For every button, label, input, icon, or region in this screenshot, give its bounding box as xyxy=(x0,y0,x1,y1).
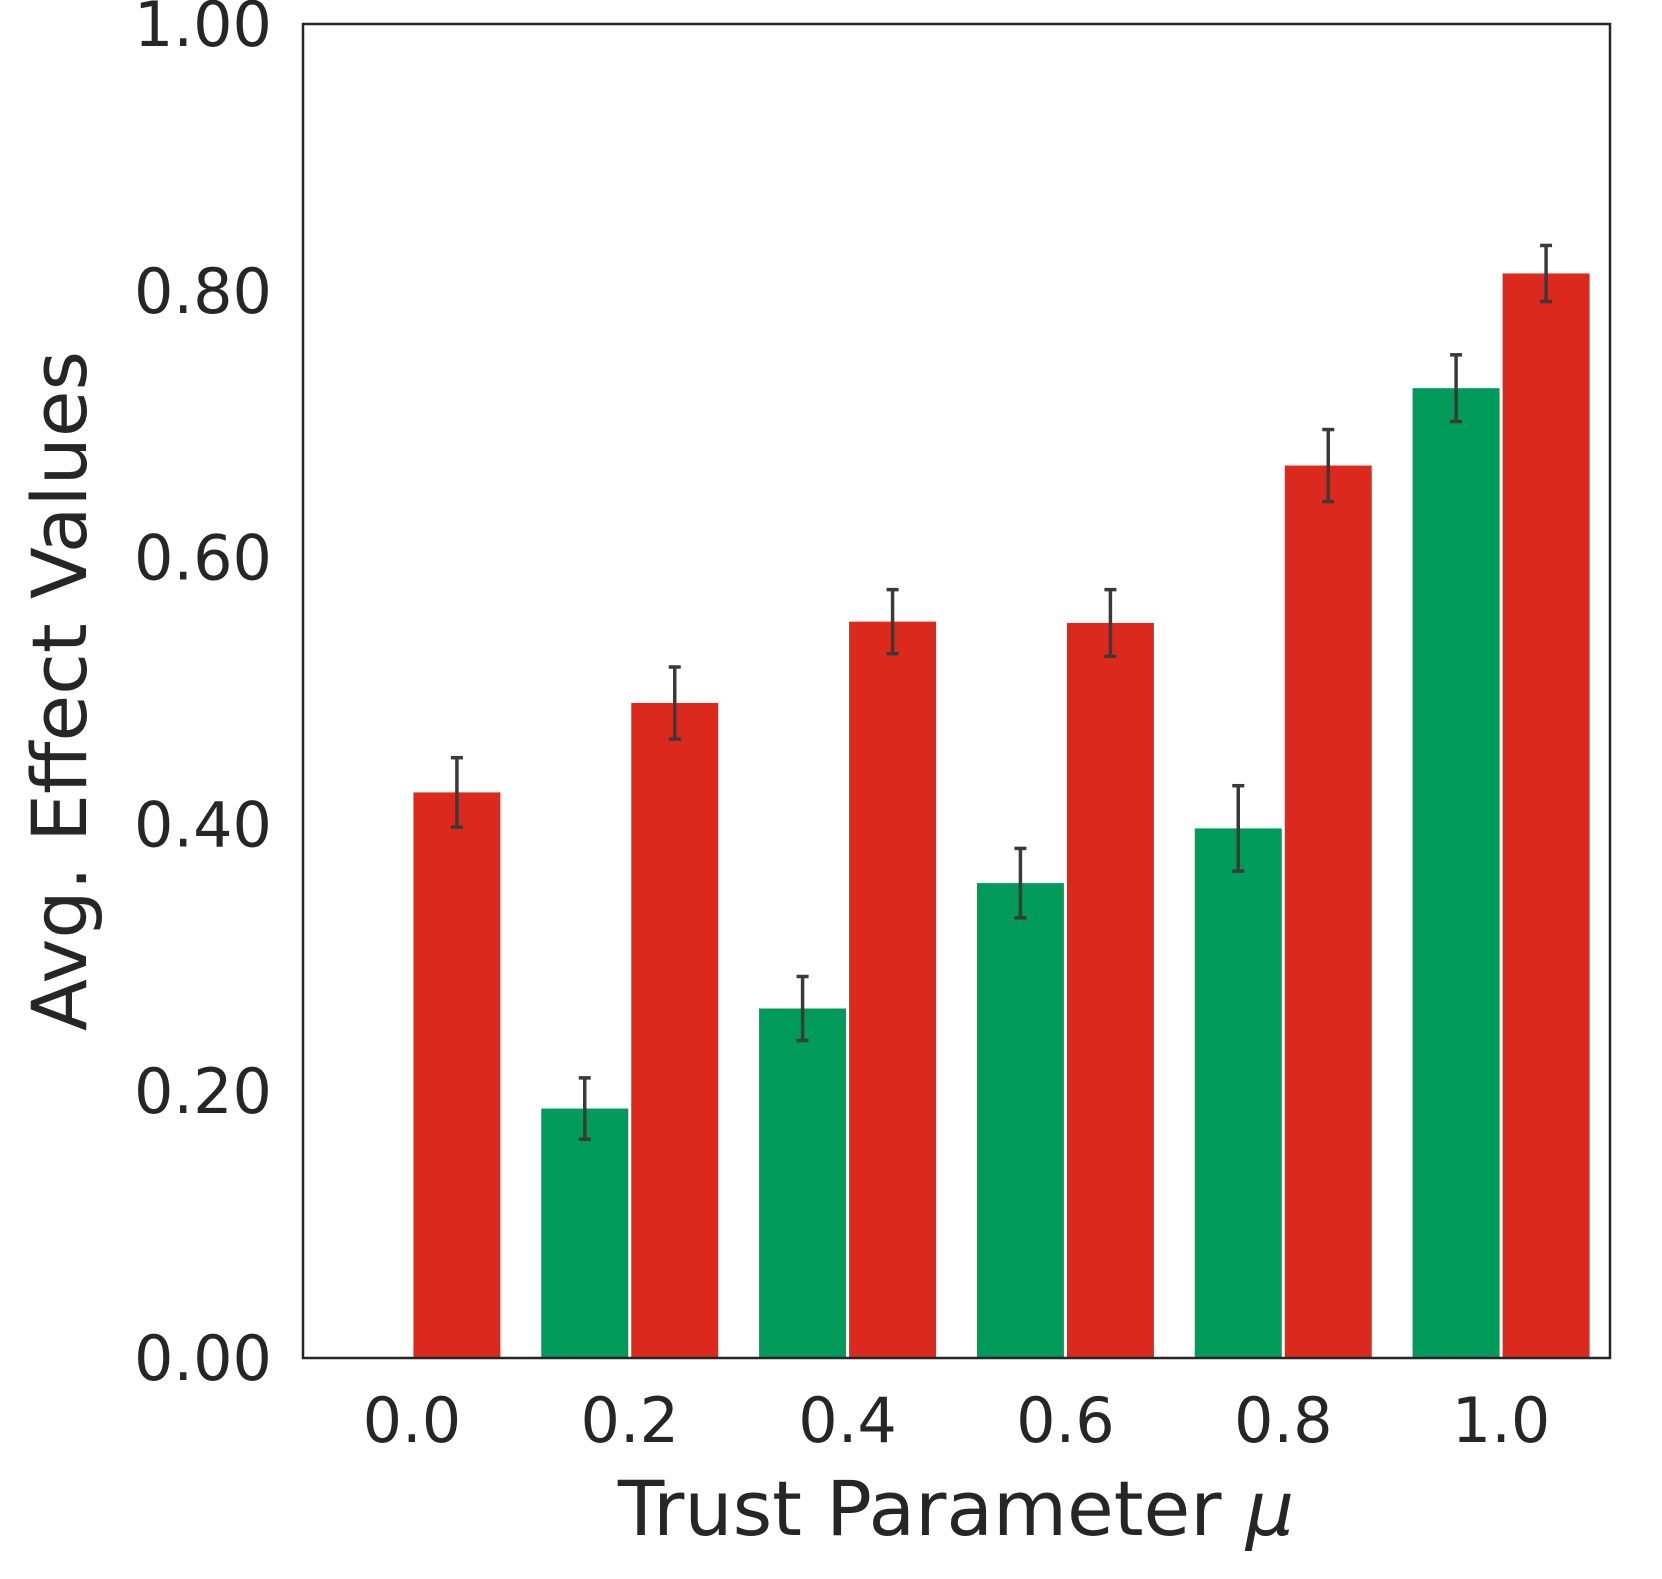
x-axis-label: Trust Parameter μ xyxy=(617,1464,1294,1553)
error-bar-series1-1.0 xyxy=(1450,353,1463,424)
y-axis-label: Avg. Effect Values xyxy=(15,351,104,1031)
error-bar-series2-0.4 xyxy=(886,587,899,656)
error-bars-layer xyxy=(450,243,1553,1141)
bar-series2-0.8 xyxy=(1284,465,1372,1359)
bar-series1-0.4 xyxy=(759,1008,847,1358)
y-tick-label: 0.80 xyxy=(134,255,272,328)
x-tick-label: 0.0 xyxy=(363,1384,462,1457)
bar-series2-0.4 xyxy=(849,621,937,1358)
x-axis-label-symbol: μ xyxy=(1245,1464,1294,1553)
error-bar-series2-0.6 xyxy=(1104,587,1117,659)
y-tick-label: 1.00 xyxy=(134,0,272,61)
x-tick-label: 0.6 xyxy=(1016,1384,1115,1457)
x-axis-ticks: 0.0 0.2 0.4 0.6 0.8 1.0 xyxy=(363,1384,1551,1457)
bar-series1-0.6 xyxy=(976,883,1064,1358)
x-tick-label: 0.4 xyxy=(798,1384,897,1457)
error-bar-series1-0.8 xyxy=(1232,783,1245,873)
bar-series2-1.0 xyxy=(1502,273,1590,1358)
bar-series1-0.2 xyxy=(541,1108,629,1358)
error-bar-series2-0.2 xyxy=(668,665,681,741)
error-bar-series1-0.2 xyxy=(578,1076,591,1141)
bar-series1-0.8 xyxy=(1194,828,1282,1358)
bar-series2-0.2 xyxy=(631,703,719,1358)
error-bar-series1-0.4 xyxy=(796,974,809,1043)
bar-series1-1.0 xyxy=(1412,388,1500,1358)
error-bar-series1-0.6 xyxy=(1014,846,1027,920)
error-bar-series2-0.8 xyxy=(1322,427,1335,504)
y-tick-label: 0.40 xyxy=(134,788,272,861)
plot-frame xyxy=(301,22,1612,1360)
y-tick-label: 0.60 xyxy=(134,522,272,595)
y-axis-ticks: 0.00 0.20 0.40 0.60 0.80 1.00 xyxy=(134,0,272,1395)
bar-series2-0.0 xyxy=(413,792,501,1358)
bars-layer xyxy=(413,273,1590,1359)
bar-series2-0.6 xyxy=(1066,622,1154,1358)
y-tick-label: 0.00 xyxy=(134,1322,272,1395)
error-bar-series2-1.0 xyxy=(1540,243,1553,304)
x-tick-label: 1.0 xyxy=(1452,1384,1551,1457)
x-axis-label-text: Trust Parameter xyxy=(617,1464,1222,1553)
x-tick-label: 0.8 xyxy=(1234,1384,1333,1457)
error-bar-series2-0.0 xyxy=(450,755,463,829)
x-tick-label: 0.2 xyxy=(580,1384,679,1457)
y-tick-label: 0.20 xyxy=(134,1055,272,1128)
